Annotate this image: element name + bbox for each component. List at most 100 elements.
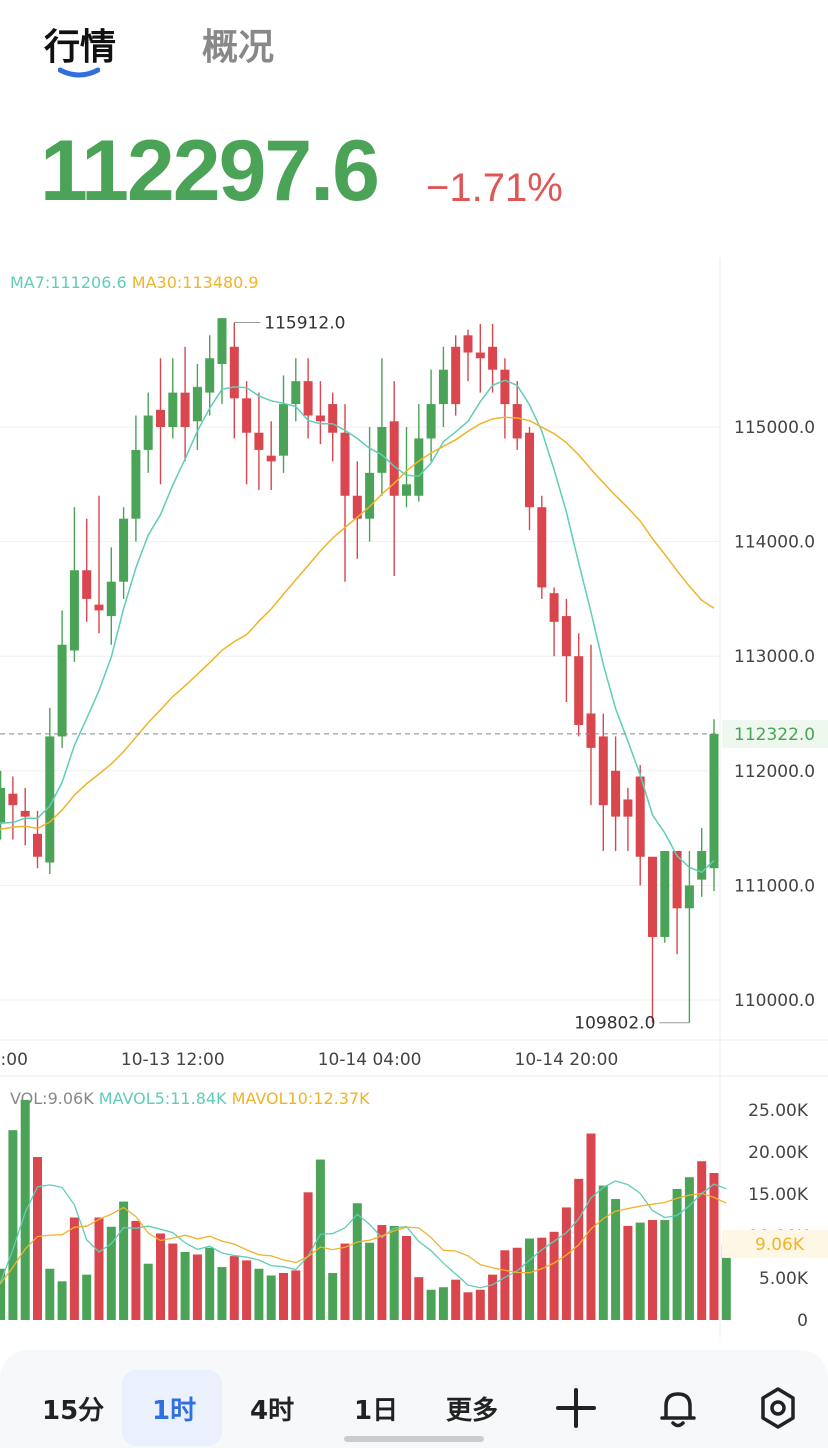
candle-body xyxy=(0,787,6,823)
candle-body xyxy=(352,495,362,519)
plus-icon[interactable] xyxy=(554,1386,598,1430)
candle-body xyxy=(697,851,707,880)
candle-body xyxy=(561,616,571,657)
candle-body xyxy=(340,432,350,496)
time-axis-label: 10-14 20:00 xyxy=(515,1050,619,1070)
volume-bar xyxy=(365,1242,375,1320)
candle-body xyxy=(328,404,338,433)
ma-legend: MA7:111206.6 MA30:113480.9 xyxy=(10,273,259,292)
current-price-tag: 112322.0 xyxy=(734,725,815,745)
candle-body xyxy=(598,736,608,806)
volume-bar xyxy=(611,1199,621,1320)
current-volume-tag: 9.06K xyxy=(755,1235,805,1255)
tab-active-indicator xyxy=(58,67,100,78)
interval-4h-button[interactable]: 4时 xyxy=(250,1396,295,1426)
bell-icon[interactable] xyxy=(656,1386,700,1430)
volume-bar xyxy=(94,1217,104,1320)
candle-body xyxy=(451,346,461,405)
bottom-toolbar: 15分 1时 4时 1日 更多 xyxy=(0,1350,828,1448)
volume-bar xyxy=(352,1203,362,1320)
candle-body xyxy=(648,856,657,937)
time-axis-label: 10-12 20:00 xyxy=(0,1050,28,1070)
current-volume-tag-bg xyxy=(722,1229,828,1258)
price-axis-label: 114000.0 xyxy=(734,533,815,553)
volume-bar xyxy=(69,1217,79,1320)
interval-1d-button[interactable]: 1日 xyxy=(354,1396,399,1426)
candle-body xyxy=(82,570,92,599)
candle-body xyxy=(463,335,473,353)
candle-body xyxy=(192,386,202,422)
candle-body xyxy=(180,392,190,427)
volume-bar xyxy=(254,1268,264,1320)
volume-bar xyxy=(721,1243,731,1320)
volume-bar xyxy=(20,1099,30,1320)
candle-body xyxy=(20,810,30,817)
price-axis-label: 110000.0 xyxy=(734,991,815,1011)
volume-bar xyxy=(57,1281,67,1320)
interval-15m-button[interactable]: 15分 xyxy=(42,1396,105,1426)
top-tabs: 行情 概况 xyxy=(0,0,828,100)
interval-1h-button[interactable]: 1时 xyxy=(152,1396,197,1426)
candle-body xyxy=(512,404,522,439)
candle-body xyxy=(635,776,645,857)
candle-body xyxy=(131,449,141,519)
candle-body xyxy=(94,604,104,611)
time-axis-label: 10-14 04:00 xyxy=(318,1050,422,1070)
candle-body xyxy=(426,404,436,439)
candle-body xyxy=(525,432,534,508)
candle-body xyxy=(143,415,153,450)
volume-bar xyxy=(574,1178,584,1320)
candle-body xyxy=(537,507,547,588)
home-indicator xyxy=(344,1436,484,1442)
volume-bar xyxy=(402,1236,411,1320)
current-price-tag-bg xyxy=(722,719,828,748)
tab-overview[interactable]: 概况 xyxy=(202,27,275,68)
candle-body xyxy=(611,770,621,817)
volume-bar xyxy=(205,1247,215,1320)
candle-body xyxy=(672,851,682,909)
candle-body xyxy=(709,733,719,869)
volume-bar xyxy=(106,1226,116,1320)
volume-bar xyxy=(291,1270,301,1320)
volume-bar xyxy=(131,1220,141,1320)
more-intervals-button[interactable]: 更多 xyxy=(446,1396,499,1426)
volume-bar xyxy=(463,1292,473,1320)
interval-active-highlight xyxy=(122,1370,222,1446)
candle-body xyxy=(623,799,633,817)
candle-body xyxy=(549,593,559,622)
candle-body xyxy=(475,352,485,359)
candle-body xyxy=(266,455,276,462)
price-axis-label: 111000.0 xyxy=(734,876,815,896)
volume-bar xyxy=(537,1237,547,1320)
ma30-line xyxy=(0,416,715,831)
candle-body xyxy=(402,484,411,496)
volume-bar xyxy=(180,1251,190,1320)
volume-axis-label: 15.00K xyxy=(748,1185,809,1205)
volume-bar xyxy=(0,1268,6,1320)
low-price-label: 109802.0 xyxy=(574,1014,655,1034)
volume-bar xyxy=(82,1274,92,1320)
high-price-label: 115912.0 xyxy=(264,313,345,333)
candle-body xyxy=(119,518,129,582)
price-axis-label: 115000.0 xyxy=(734,418,815,438)
volume-bar xyxy=(33,1157,42,1320)
tab-market[interactable]: 行情 xyxy=(44,27,117,68)
gear-icon[interactable] xyxy=(756,1386,800,1430)
volume-axis-label: 5.00K xyxy=(759,1269,809,1289)
candle-body xyxy=(660,851,670,937)
kline-chart[interactable]: 115000.0 114000.0 113000.0 112000.0 111000.0… xyxy=(0,250,828,1345)
volume-bar xyxy=(45,1268,55,1320)
candle-body xyxy=(205,358,215,393)
time-axis-label: 10-13 12:00 xyxy=(121,1050,225,1070)
volume-bar xyxy=(217,1267,227,1320)
volume-bar xyxy=(672,1188,682,1320)
volume-bar xyxy=(168,1243,178,1320)
volume-axis-label: 0 xyxy=(797,1311,808,1331)
volume-bar xyxy=(315,1159,325,1320)
price-axis-label: 113000.0 xyxy=(734,647,815,667)
price-change-percent: −1.71% xyxy=(426,166,563,210)
ma7-line xyxy=(0,379,715,874)
volume-bar xyxy=(684,1177,694,1320)
volume-bar xyxy=(488,1274,498,1320)
candle-body xyxy=(33,833,42,857)
